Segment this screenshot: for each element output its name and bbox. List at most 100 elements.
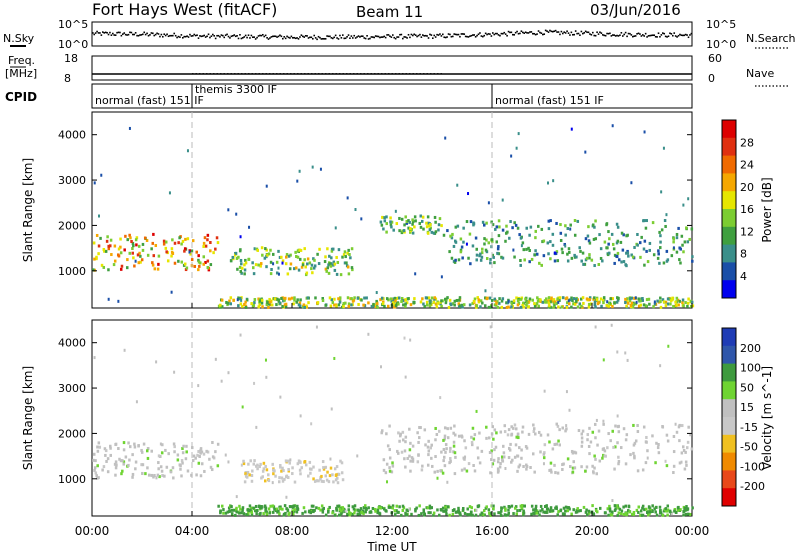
- heatmap-cell: [454, 510, 458, 514]
- heatmap-cell: [443, 437, 447, 441]
- heatmap-cell: [337, 248, 341, 252]
- heatmap-cell: [645, 249, 648, 253]
- heatmap-cell: [425, 303, 429, 307]
- heatmap-cell: [340, 471, 344, 475]
- y-tick-label: 1000: [58, 473, 86, 486]
- heatmap-cell: [271, 481, 274, 485]
- heatmap-cell: [680, 460, 683, 464]
- noise-point: [432, 37, 434, 39]
- heatmap-cell: [229, 302, 233, 306]
- heatmap-cell: [657, 451, 661, 455]
- heatmap-cell: [209, 241, 212, 245]
- heatmap-cell: [347, 508, 350, 512]
- heatmap-cell: [326, 266, 330, 270]
- noise-point: [437, 34, 440, 36]
- heatmap-cell: [340, 509, 343, 513]
- heatmap-cell: [401, 438, 405, 442]
- heatmap-cell: [165, 465, 169, 469]
- heatmap-cell: [613, 253, 617, 257]
- heatmap-cell: [432, 231, 436, 235]
- heatmap-cell: [592, 223, 595, 227]
- heatmap-cell: [385, 222, 388, 226]
- colorbar-tick-label: 12: [740, 225, 754, 238]
- heatmap-cell: [490, 298, 494, 302]
- heatmap-cell: [395, 222, 399, 226]
- noise-point: [527, 32, 530, 34]
- noise-point: [157, 33, 160, 35]
- heatmap-cell: [498, 301, 501, 305]
- noise-point: [400, 33, 403, 36]
- heatmap-cell: [327, 510, 330, 514]
- noise-point: [643, 35, 646, 37]
- heatmap-cell: [341, 506, 344, 510]
- heatmap-cell: [292, 509, 296, 513]
- heatmap-cell: [672, 237, 676, 241]
- noise-point: [114, 34, 117, 36]
- heatmap-cell: [565, 301, 569, 305]
- heatmap-cell: [383, 219, 387, 223]
- heatmap-cell: [566, 509, 569, 513]
- heatmap-cell: [250, 479, 254, 483]
- heatmap-cell: [547, 219, 551, 223]
- heatmap-cell: [626, 297, 629, 301]
- heatmap-cell: [510, 305, 513, 309]
- heatmap-cell: [594, 508, 598, 512]
- heatmap-cell: [410, 512, 413, 516]
- heatmap-cell: [593, 454, 596, 458]
- heatmap-cell: [548, 468, 551, 472]
- heatmap-cell: [364, 504, 367, 508]
- noise-point: [500, 32, 503, 35]
- heatmap-cell: [636, 232, 639, 236]
- noise-point: [467, 36, 470, 38]
- heatmap-cell: [360, 510, 363, 514]
- noise-point: [604, 34, 607, 37]
- heatmap-cell: [241, 506, 245, 510]
- heatmap-cell: [608, 251, 611, 255]
- noise-point: [383, 35, 386, 38]
- noise-point: [394, 37, 397, 40]
- heatmap-cell: [157, 254, 161, 258]
- heatmap-cell: [241, 304, 244, 308]
- heatmap-cell: [292, 512, 295, 516]
- heatmap-cell: [232, 298, 235, 302]
- heatmap-cell: [459, 250, 463, 254]
- noise-point: [134, 32, 137, 34]
- heatmap-cell: [489, 513, 492, 517]
- heatmap-cell: [549, 305, 552, 309]
- heatmap-cell: [588, 298, 592, 302]
- heatmap-cell: [202, 241, 206, 245]
- heatmap-cell: [312, 257, 315, 261]
- heatmap-cell: [573, 233, 577, 237]
- heatmap-cell: [404, 465, 407, 469]
- heatmap-cell: [321, 460, 325, 464]
- heatmap-cell: [589, 440, 593, 444]
- heatmap-cell: [199, 474, 203, 478]
- heatmap-cell: [452, 244, 456, 248]
- noise-point: [282, 37, 284, 40]
- noise-point: [442, 33, 444, 36]
- heatmap-cell: [461, 508, 465, 512]
- heatmap-cell: [580, 432, 584, 436]
- heatmap-cell: [515, 427, 518, 431]
- noise-point: [187, 36, 190, 38]
- heatmap-cell: [389, 223, 393, 227]
- heatmap-cell: [686, 440, 690, 444]
- heatmap-cell: [510, 425, 513, 429]
- noise-point: [294, 37, 297, 40]
- heatmap-cell: [573, 450, 576, 454]
- noise-point: [192, 35, 194, 37]
- heatmap-cell: [498, 297, 501, 301]
- heatmap-cell: [299, 248, 303, 252]
- colorbar-segment: [722, 191, 736, 210]
- noise-point: [393, 36, 396, 39]
- heatmap-cell: [329, 457, 332, 461]
- beam-label: Beam 11: [356, 3, 423, 21]
- noise-point: [546, 30, 548, 32]
- heatmap-cell: [373, 305, 377, 309]
- noise-point: [582, 32, 584, 35]
- noise-point: [290, 35, 293, 38]
- heatmap-cell: [254, 504, 258, 508]
- noise-point: [663, 32, 666, 35]
- heatmap-cell: [593, 300, 597, 304]
